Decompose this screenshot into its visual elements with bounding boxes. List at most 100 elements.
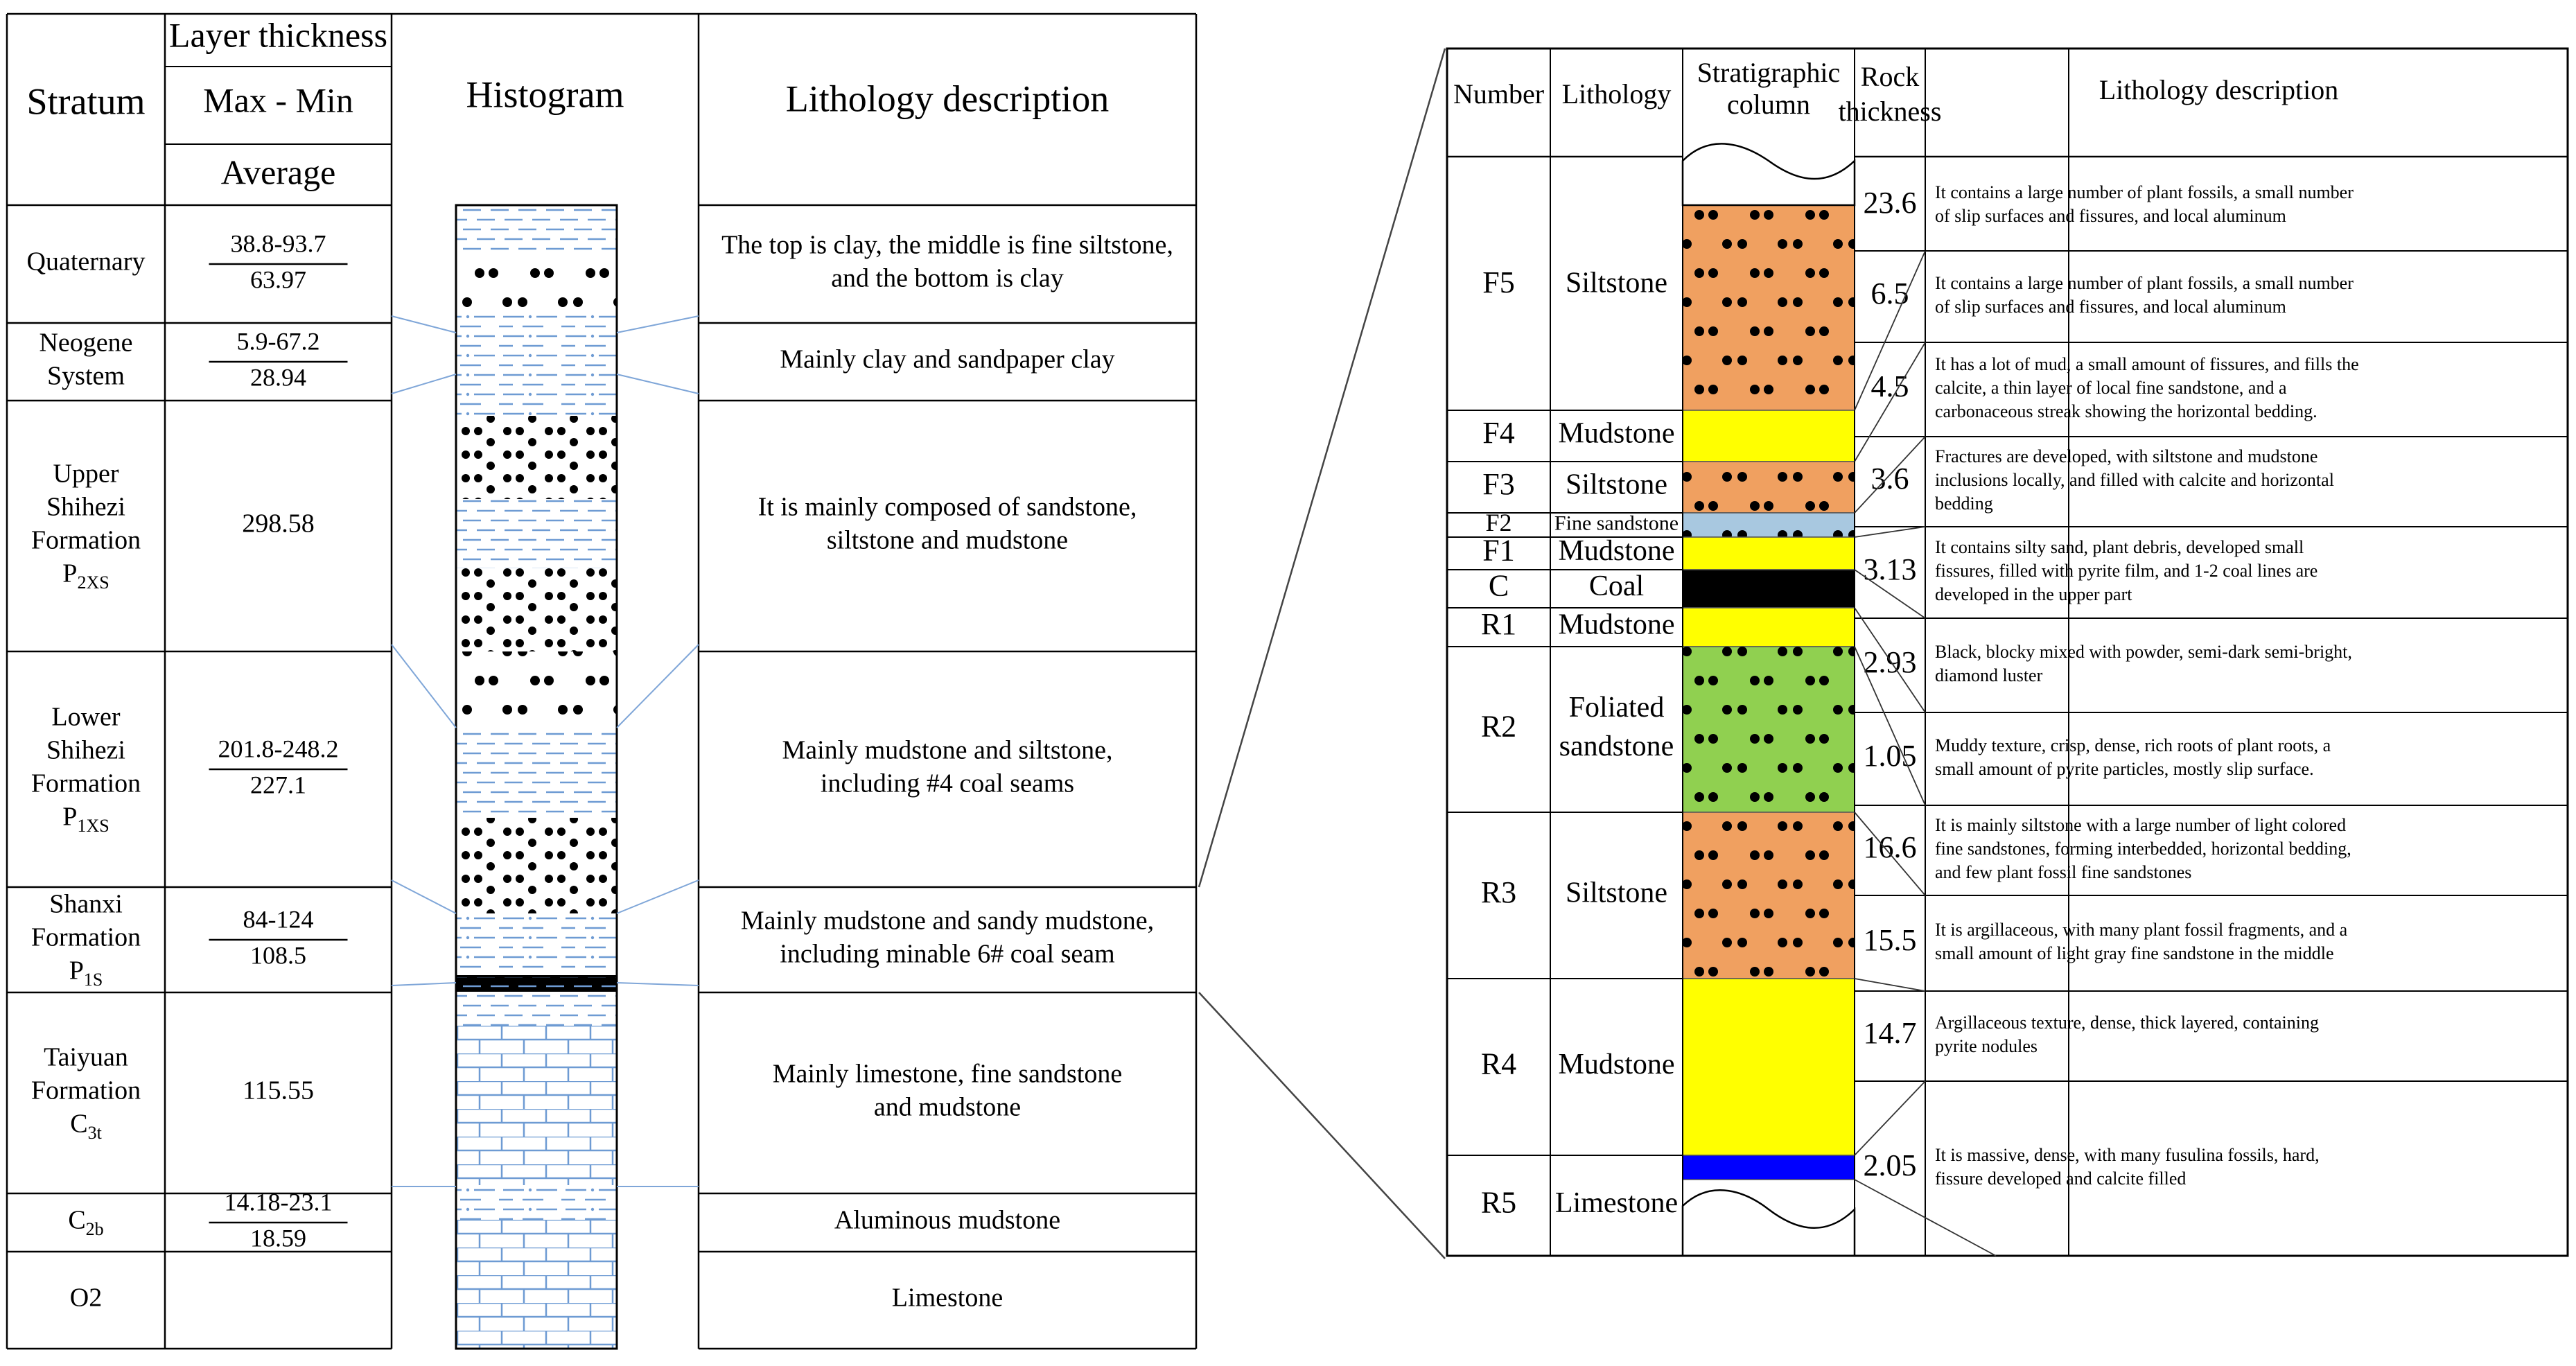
header-lithology: Lithology xyxy=(1562,78,1672,110)
histogram-pattern-band xyxy=(456,416,617,499)
rock-thickness-value: 23.6 xyxy=(1864,186,1917,220)
stratigraphic-column xyxy=(1683,204,1855,1180)
layer-link-line xyxy=(1854,569,1926,619)
lithology-description-text: and few plant fossil fine sandstones xyxy=(1935,862,2191,882)
stratum-name: Formation xyxy=(31,1076,141,1105)
boundary-connector xyxy=(616,982,699,986)
header-rock-thickness: Rock xyxy=(1861,61,1919,92)
stratum-name: Taiyuan xyxy=(44,1043,128,1072)
layer-number: R3 xyxy=(1481,875,1516,909)
layer-link-line xyxy=(1854,607,1926,713)
rock-thickness-value: 6.5 xyxy=(1871,277,1909,310)
thickness-average: 18.59 xyxy=(250,1224,306,1252)
header-lithology-description: Lithology description xyxy=(2099,74,2339,105)
stratum-subscript: 3t xyxy=(88,1123,103,1143)
boundary-connector xyxy=(391,315,457,333)
stratum-name: P1S xyxy=(69,956,103,990)
layer-lithology: Fine sandstone xyxy=(1554,511,1679,534)
lithology-description-text: It has a lot of mud, a small amount of f… xyxy=(1935,354,2359,374)
lithology-description-text: of slip surfaces and fissures, and local… xyxy=(1935,206,2286,226)
histogram-pattern-band xyxy=(456,913,617,970)
layer-link-line xyxy=(1854,978,1926,992)
lithology-description: and the bottom is clay xyxy=(831,264,1064,293)
layer-number: F1 xyxy=(1482,534,1514,568)
layer-number: R4 xyxy=(1481,1047,1516,1081)
lithology-description: including #4 coal seams xyxy=(821,769,1074,798)
lithology-description: Aluminous mudstone xyxy=(834,1206,1060,1235)
stratum-subscript: 1S xyxy=(84,970,103,990)
histogram-pattern-band xyxy=(456,568,617,651)
lithology-description: Limestone xyxy=(892,1284,1003,1313)
lithology-description-text: fissure developed and calcite filled xyxy=(1935,1168,2186,1189)
left-stratum-table: Stratum Layer thickness Max - Min Average Hi… xyxy=(6,12,1198,1350)
histogram-pattern-band xyxy=(456,651,617,728)
boundary-connector xyxy=(391,982,457,986)
stratum-name: Upper xyxy=(53,459,119,489)
column-dot-pattern xyxy=(1683,462,1855,513)
zoom-line-bottom xyxy=(1198,992,1446,1259)
column-layer-band xyxy=(1683,410,1855,462)
layer-lithology: Mudstone xyxy=(1559,418,1675,450)
thickness-average: 28.94 xyxy=(250,363,306,391)
column-dot-pattern xyxy=(1683,513,1855,537)
layer-lithology: Foliated xyxy=(1569,692,1665,724)
rock-thickness-value: 2.05 xyxy=(1864,1148,1917,1182)
layer-lithology: Mudstone xyxy=(1559,609,1675,641)
stratum-name: O2 xyxy=(70,1284,102,1313)
column-layer-band xyxy=(1683,978,1855,1156)
rock-thickness-value: 2.93 xyxy=(1864,645,1917,679)
stratum-name: P1XS xyxy=(62,803,109,836)
thickness-average: 63.97 xyxy=(250,265,306,293)
header-histogram: Histogram xyxy=(466,73,624,115)
right-table-frame xyxy=(1446,47,2569,1257)
stratum-name: System xyxy=(47,362,125,391)
layer-link-line xyxy=(1854,812,1926,896)
lithology-description: Mainly mudstone and sandy mudstone, xyxy=(741,907,1154,936)
layer-lithology: Mudstone xyxy=(1559,1049,1675,1080)
column-break-top xyxy=(1681,143,1856,207)
lithology-description-text: developed in the upper part xyxy=(1935,584,2132,604)
boundary-connector xyxy=(616,315,699,333)
histogram-pattern-band xyxy=(456,251,617,310)
column-break-bottom xyxy=(1681,1189,1856,1257)
column-dot-pattern xyxy=(1683,647,1855,812)
thickness-range: 5.9-67.2 xyxy=(237,327,320,355)
header-rock-thickness: thickness xyxy=(1839,96,1942,127)
stratum-subscript: 2b xyxy=(86,1219,104,1239)
thickness-range: 38.8-93.7 xyxy=(231,229,326,257)
column-layer-band xyxy=(1683,607,1855,647)
layer-number: F4 xyxy=(1482,416,1514,450)
boundary-connector xyxy=(616,879,699,914)
lithology-description-text: inclusions locally, and filled with calc… xyxy=(1935,470,2334,490)
header-stratigraphic-column: column xyxy=(1727,89,1810,120)
histogram-pattern-band xyxy=(456,1026,617,1185)
lithology-description-text: It is massive, dense, with many fusulina… xyxy=(1935,1145,2320,1165)
layer-number: R1 xyxy=(1481,607,1516,641)
stratum-name: Shanxi xyxy=(49,890,123,919)
zoom-connector-lines xyxy=(1198,48,1446,1259)
thickness-range: 201.8-248.2 xyxy=(218,735,339,762)
histogram-pattern-band xyxy=(456,728,617,818)
rock-thickness-value: 15.5 xyxy=(1864,923,1917,957)
header-average: Average xyxy=(221,152,336,191)
stratum-name: Shihezi xyxy=(46,493,125,522)
thickness-range: 84-124 xyxy=(243,905,314,933)
layer-lithology: Siltstone xyxy=(1566,268,1667,299)
thickness-average: 298.58 xyxy=(242,509,315,538)
column-layer-band xyxy=(1683,1155,1855,1180)
lithology-description: It is mainly composed of sandstone, xyxy=(758,493,1137,522)
stratum-name: Formation xyxy=(31,923,141,952)
thickness-average: 108.5 xyxy=(250,941,306,969)
boundary-connector xyxy=(391,879,457,914)
layer-lithology: Limestone xyxy=(1555,1187,1678,1219)
layer-lithology: Mudstone xyxy=(1559,535,1675,567)
lithology-description: including minable 6# coal seam xyxy=(780,940,1114,969)
rock-thickness-value: 16.6 xyxy=(1864,830,1917,864)
layer-number: R2 xyxy=(1481,710,1516,744)
rock-thickness-value: 14.7 xyxy=(1864,1016,1917,1050)
layer-number: F3 xyxy=(1482,467,1514,501)
lithology-description-text: Fractures are developed, with siltstone … xyxy=(1935,446,2317,466)
lithology-description-text: Argillaceous texture, dense, thick layer… xyxy=(1935,1013,2319,1033)
histogram-pattern-band xyxy=(456,310,617,416)
histogram-pattern-band xyxy=(456,977,617,1026)
